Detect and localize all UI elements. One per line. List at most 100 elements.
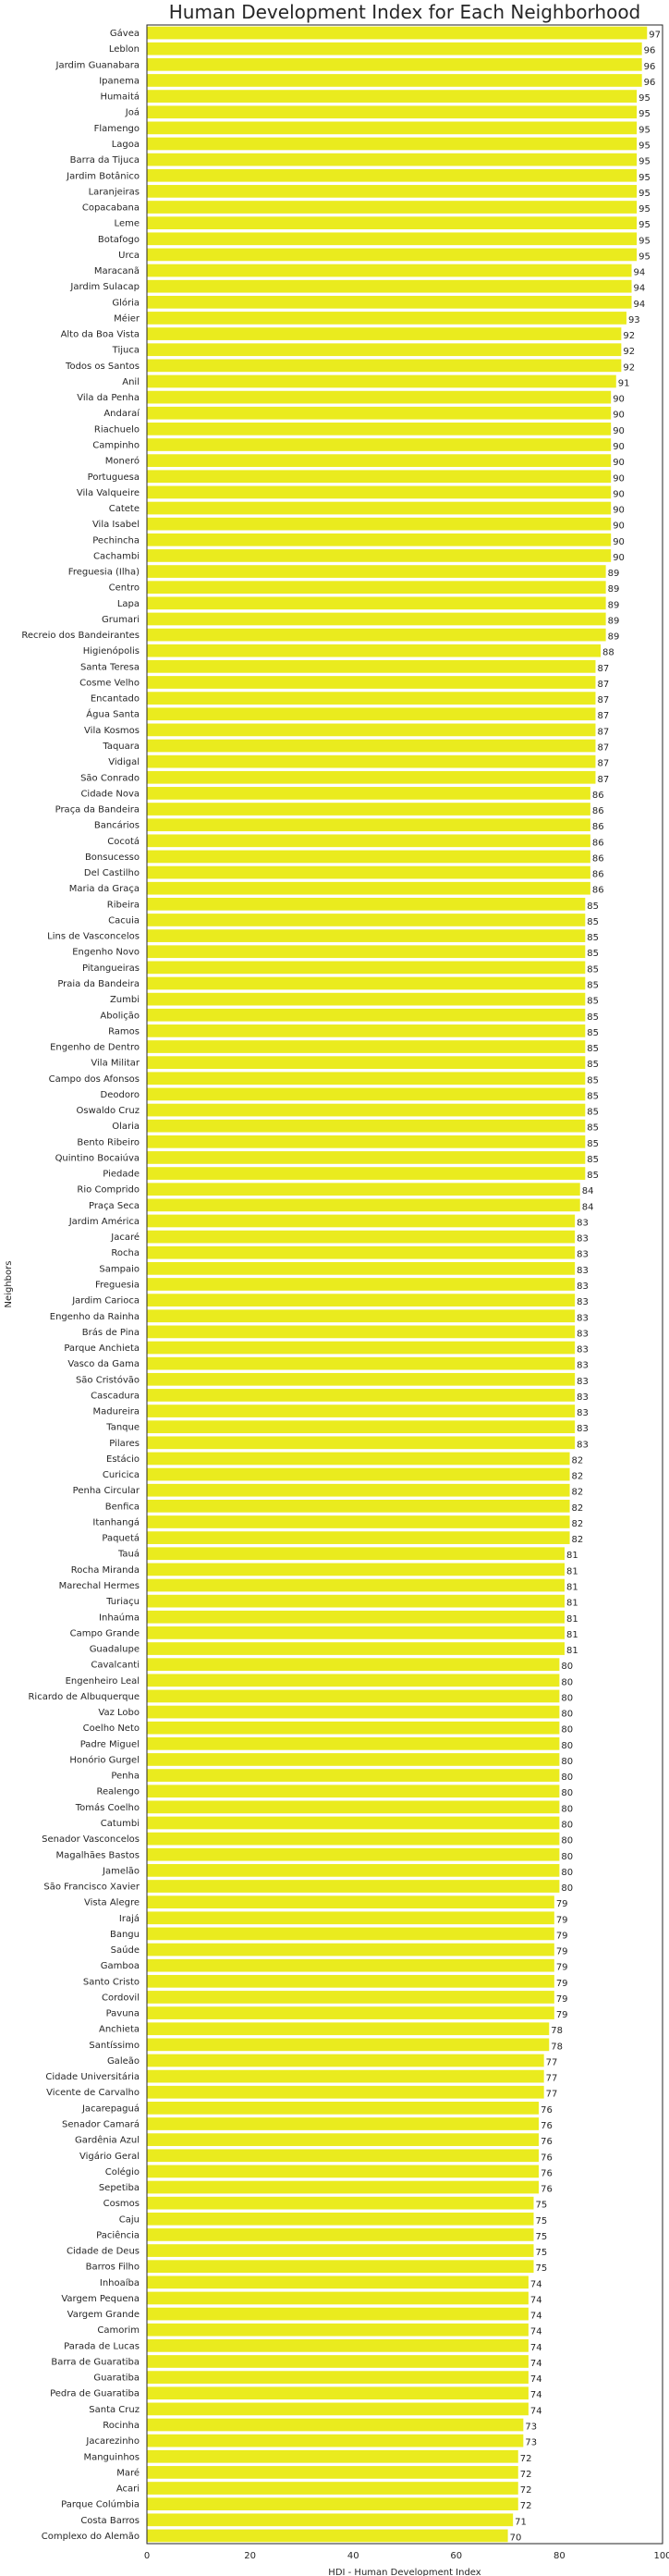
category-label: Méier — [114, 313, 140, 324]
category-label: Maria da Graça — [69, 884, 140, 894]
value-label: 79 — [556, 1947, 568, 1957]
category-label: Praça da Bandeira — [55, 805, 140, 816]
bar — [147, 1452, 570, 1466]
category-label: Glória — [112, 297, 140, 308]
category-label: Ramos — [108, 1026, 140, 1037]
value-label: 75 — [536, 2263, 548, 2274]
value-label: 72 — [520, 2485, 532, 2496]
category-label: Copacabana — [82, 203, 140, 214]
value-label: 73 — [525, 2423, 537, 2433]
value-label: 86 — [592, 853, 604, 864]
category-label: Cidade Universitária — [45, 2071, 140, 2082]
bar — [147, 1547, 565, 1561]
category-label: Freguesia — [95, 1281, 140, 1291]
bar — [147, 1420, 576, 1434]
bar — [147, 1689, 560, 1703]
bars-group — [147, 26, 648, 2543]
value-label: 81 — [566, 1583, 578, 1593]
bar — [147, 1245, 576, 1259]
category-label: Turiaçu — [105, 1597, 140, 1607]
bar — [147, 517, 612, 531]
category-label: Coelho Neto — [83, 1723, 140, 1734]
value-label: 95 — [639, 173, 651, 183]
category-label: Santa Teresa — [80, 662, 140, 672]
category-label: Complexo do Alemão — [42, 2532, 140, 2542]
bar — [147, 2006, 554, 2019]
bar — [147, 581, 606, 595]
value-label: 83 — [577, 1329, 589, 1339]
bar — [147, 1262, 576, 1275]
bar — [147, 754, 596, 768]
value-label: 82 — [572, 1472, 584, 1482]
bar — [147, 2418, 524, 2432]
category-label: Parada de Lucas — [64, 2341, 140, 2351]
x-tick-label: 0 — [144, 2551, 150, 2561]
value-label: 80 — [561, 1741, 573, 1751]
category-label: Jardim Botânico — [66, 170, 140, 181]
value-label: 89 — [608, 584, 620, 595]
value-label: 92 — [623, 331, 635, 341]
bar — [147, 1958, 554, 1972]
category-label: Estácio — [106, 1454, 140, 1465]
category-label: Irajá — [119, 1913, 140, 1924]
category-label: Portuguesa — [88, 472, 140, 483]
category-label: Anil — [122, 377, 140, 387]
value-label: 94 — [634, 284, 646, 294]
bar — [147, 2022, 550, 2036]
bar — [147, 1880, 560, 1893]
value-label: 83 — [577, 1377, 589, 1387]
value-label: 85 — [587, 1044, 599, 1054]
category-label: Joá — [125, 107, 140, 118]
bar — [147, 628, 606, 642]
bar — [147, 770, 596, 784]
bar — [147, 121, 638, 135]
value-label: 96 — [644, 62, 656, 72]
bar — [147, 787, 590, 800]
value-label: 95 — [639, 141, 651, 151]
bar — [147, 1721, 560, 1735]
bar — [147, 2307, 529, 2321]
bar — [147, 2355, 529, 2368]
x-axis-ticks: 0 20 40 60 80 100 — [144, 2551, 669, 2561]
category-label: Acari — [116, 2484, 140, 2495]
category-label: Cidade Nova — [80, 789, 140, 799]
bar — [147, 1278, 576, 1291]
category-label: Paciência — [96, 2229, 140, 2240]
value-label: 95 — [639, 157, 651, 167]
category-label: Sepetiba — [99, 2183, 140, 2193]
value-label: 76 — [541, 2185, 553, 2195]
category-label: Santo Cristo — [83, 1977, 140, 1987]
value-label: 87 — [597, 775, 609, 785]
value-label: 80 — [561, 1710, 573, 1720]
category-label: Gardênia Azul — [75, 2135, 140, 2146]
value-label: 81 — [566, 1551, 578, 1561]
bar — [147, 1594, 565, 1608]
x-tick-label: 80 — [553, 2551, 566, 2561]
category-label: Barros Filho — [86, 2263, 140, 2273]
bar — [147, 2291, 529, 2305]
bar — [147, 1341, 576, 1355]
value-label: 95 — [639, 125, 651, 135]
category-label: Andaraí — [103, 408, 140, 419]
bar — [147, 2386, 529, 2400]
category-label: Catete — [109, 504, 140, 514]
bar — [147, 454, 612, 467]
value-label: 78 — [551, 2042, 563, 2052]
bar — [147, 264, 632, 277]
category-label: Cocotá — [107, 836, 140, 847]
bar — [147, 1864, 560, 1877]
value-label: 81 — [566, 1566, 578, 1576]
value-label: 83 — [577, 1218, 589, 1228]
chart-title: Human Development Index for Each Neighbo… — [169, 1, 641, 23]
bar — [147, 2085, 544, 2099]
category-label: Água Santa — [86, 708, 140, 720]
bar — [147, 390, 612, 404]
bar — [147, 438, 612, 451]
value-label: 90 — [613, 411, 625, 421]
value-label: 80 — [561, 1725, 573, 1736]
bar — [147, 501, 612, 515]
value-label: 85 — [587, 997, 599, 1007]
bar — [147, 976, 586, 990]
value-label: 86 — [592, 806, 604, 816]
